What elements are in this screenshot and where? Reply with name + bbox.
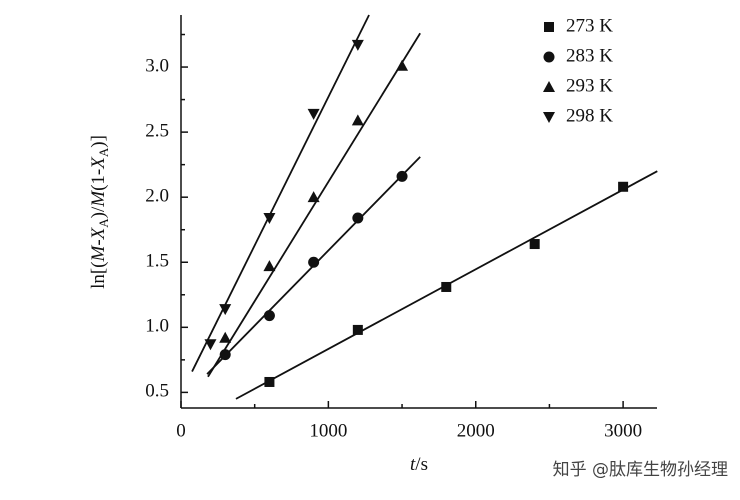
x-label-part: /s [415,454,428,475]
x-tick-label: 3000 [604,420,642,441]
legend-marker [544,22,554,32]
marker [219,331,232,343]
y-label-part: M [88,244,109,262]
fit-line [191,14,370,372]
y-tick-label: 2.0 [145,186,169,207]
legend-label: 283 K [566,45,613,66]
marker [264,376,275,387]
marker [618,181,629,192]
y-tick-label: 3.0 [145,55,169,76]
x-tick-label: 1000 [309,420,347,441]
marker [307,108,320,120]
marker [308,256,320,268]
x-label-part: t [410,454,416,475]
y-label-part: - [88,239,109,245]
marker [204,339,217,351]
y-axis-label: ln[(M-XA)/M(1-XA)] [88,135,111,289]
y-tick-label: 2.5 [145,120,169,141]
y-label-part: A [96,218,111,228]
y-tick-label: 0.5 [145,381,169,402]
marker [263,213,276,225]
marker [351,114,364,126]
x-tick-label: 2000 [457,420,495,441]
y-label-part: )/ [88,206,109,218]
marker [351,39,364,51]
y-label-part: ln[( [88,261,109,288]
marker [219,304,232,316]
marker [352,324,363,335]
y-label-part: X [88,226,109,240]
y-tick-label: 1.5 [145,251,169,272]
marker [263,260,276,272]
legend-marker [543,51,555,63]
legend-marker [543,81,555,92]
y-label-part: M [88,190,109,208]
watermark: 知乎 @肽库生物孙经理 [553,460,728,480]
x-axis-label: t/s [410,454,428,475]
x-tick-label: 0 [176,420,186,441]
marker [307,191,320,203]
marker [396,59,409,71]
marker [396,170,408,182]
y-label-part: (1- [88,169,109,191]
marker [263,310,275,322]
legend-label: 273 K [566,15,613,36]
marker [441,281,452,292]
y-tick-label: 1.0 [145,316,169,337]
y-label-part: )] [88,135,109,148]
y-label-part: X [88,156,109,170]
legend-label: 293 K [566,75,613,96]
fit-line [207,32,421,378]
legend-label: 298 K [566,105,613,126]
marker [352,212,364,224]
marker [529,239,540,250]
y-label-part: A [96,147,111,157]
legend-marker [543,112,555,123]
